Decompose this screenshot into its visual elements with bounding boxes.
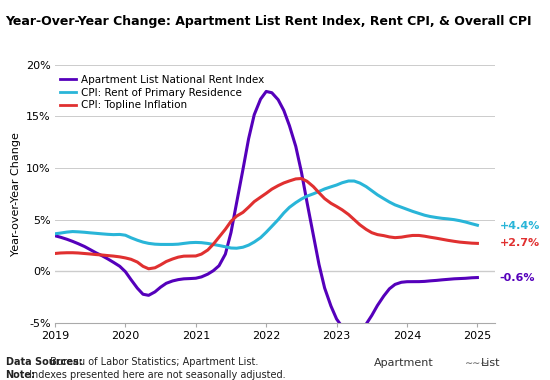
Text: Year-Over-Year Change: Apartment List Rent Index, Rent CPI, & Overall CPI: Year-Over-Year Change: Apartment List Re… (6, 15, 532, 28)
Text: -0.6%: -0.6% (499, 272, 535, 282)
Text: Indexes presented here are not seasonally adjusted.: Indexes presented here are not seasonall… (26, 370, 286, 380)
Text: +2.7%: +2.7% (499, 238, 540, 249)
Text: Note:: Note: (6, 370, 36, 380)
Legend: Apartment List National Rent Index, CPI: Rent of Primary Residence, CPI: Topline: Apartment List National Rent Index, CPI:… (60, 75, 265, 110)
Text: List: List (481, 358, 500, 368)
Y-axis label: Year-over-Year Change: Year-over-Year Change (10, 132, 20, 256)
Text: Apartment: Apartment (374, 358, 434, 368)
Text: +4.4%: +4.4% (499, 221, 540, 231)
Text: Bureau of Labor Statistics; Apartment List.: Bureau of Labor Statistics; Apartment Li… (47, 357, 258, 367)
Text: Data Sources:: Data Sources: (6, 357, 82, 367)
Text: ∼∼∼: ∼∼∼ (465, 358, 489, 368)
